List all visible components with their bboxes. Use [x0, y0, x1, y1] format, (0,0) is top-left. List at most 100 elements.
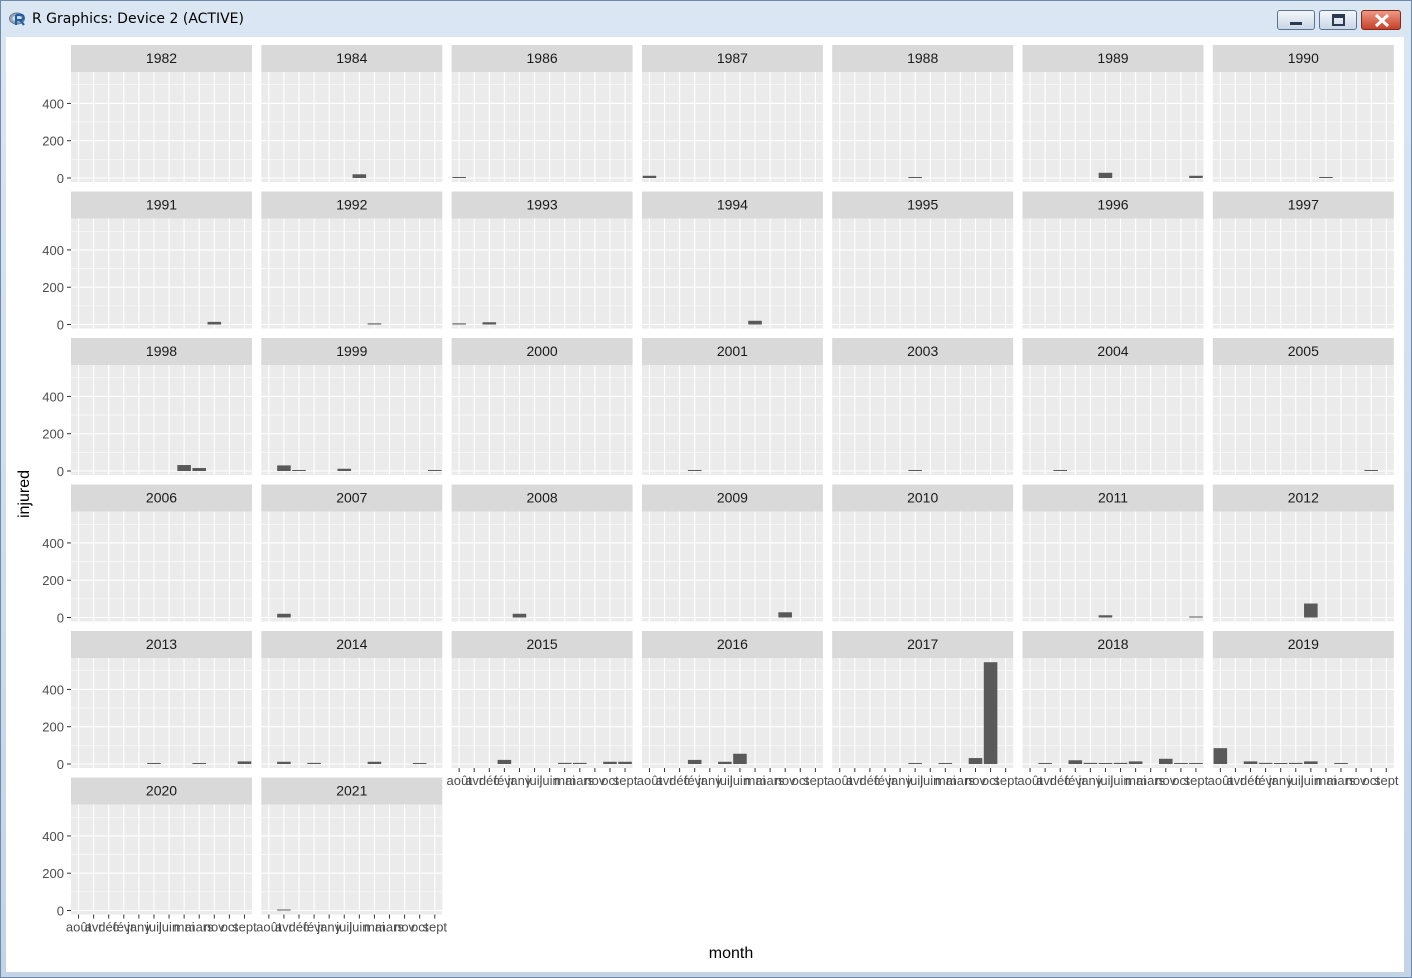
x-tick-label: avr — [85, 920, 104, 935]
facet-panel-1993: 1993 — [451, 191, 633, 329]
facet-panel-2020: 2020 0 200 400 aoûtavrdécfévrjanvjuiljuinmai… — [42, 777, 257, 935]
x-tick-label: mars — [375, 920, 404, 935]
bar-sept — [1189, 175, 1203, 178]
facet-strip-label: 2018 — [1097, 636, 1128, 652]
bar-août — [452, 323, 466, 325]
bar-janv — [1083, 762, 1098, 764]
bar-juil — [1098, 172, 1113, 178]
x-tick-label: mai — [364, 920, 385, 935]
facet-panel-2017: 2017 aoûtavrdécfévrjanvjuiljuinmaimarsnov… — [827, 631, 1018, 788]
x-tick-label: févr — [113, 920, 135, 935]
maximize-button[interactable] — [1319, 10, 1357, 30]
panel-background — [261, 218, 443, 329]
x-tick-label: nov — [1155, 773, 1176, 788]
bar-juil — [1098, 763, 1113, 764]
panel-background — [1212, 218, 1394, 329]
x-tick-label: janv — [1268, 773, 1293, 788]
x-tick-label: mai — [1315, 773, 1336, 788]
x-tick-label: févr — [1064, 773, 1086, 788]
x-tick-label: janv — [887, 773, 912, 788]
facet-strip — [1212, 631, 1394, 658]
bar-juil — [718, 761, 732, 764]
facet-panel-1986: 1986 — [451, 45, 633, 182]
bar-août — [642, 175, 657, 178]
panel-background — [451, 365, 633, 475]
facet-strip — [451, 484, 633, 512]
facet-strip — [71, 45, 252, 72]
facet-strip — [1212, 45, 1394, 72]
x-tick-label: janv — [1077, 773, 1102, 788]
facet-strip-label: 2016 — [717, 636, 748, 652]
y-tick-label: 200 — [42, 427, 64, 442]
x-tick-label: déc — [669, 773, 690, 788]
facet-strip-label: 1995 — [907, 197, 938, 213]
y-tick-label: 0 — [57, 757, 64, 772]
facet-panel-1998: 1998 0 200 400 — [42, 338, 252, 479]
y-axis-title: injured — [16, 470, 33, 518]
panel-background — [832, 511, 1014, 622]
panel-background — [641, 365, 823, 475]
x-tick-label: mai — [935, 773, 956, 788]
y-tick-label: 0 — [57, 611, 64, 626]
x-tick-label: mai — [554, 773, 575, 788]
bar-juil — [908, 470, 922, 471]
panel-background — [641, 511, 823, 622]
bar-mai — [367, 761, 382, 764]
title-bar[interactable]: R Graphics: Device 2 (ACTIVE) — [1, 1, 1411, 37]
panel-background — [71, 511, 252, 622]
facet-strip — [71, 191, 252, 219]
close-button[interactable] — [1361, 10, 1401, 30]
facet-strip — [1022, 338, 1204, 365]
x-tick-label: juin — [919, 773, 940, 788]
y-tick-label: 400 — [42, 536, 64, 551]
y-tick-label: 400 — [42, 243, 64, 258]
facet-strip-label: 1982 — [146, 50, 177, 66]
x-tick-label: nov — [775, 773, 796, 788]
bar-mai — [1128, 761, 1143, 764]
x-tick-label: oct — [792, 773, 810, 788]
facet-panel-1989: 1989 — [1022, 45, 1204, 182]
x-tick-label: juil — [145, 920, 162, 935]
bar-déc — [1053, 470, 1067, 471]
x-tick-label: sept — [232, 920, 257, 935]
facet-strip — [451, 631, 633, 658]
facet-strip — [641, 45, 823, 72]
x-axis-title: month — [709, 945, 753, 962]
x-tick-label: juin — [539, 773, 560, 788]
panel-background — [1022, 511, 1204, 622]
x-tick-label: juin — [1109, 773, 1130, 788]
facet-panel-1995: 1995 — [832, 191, 1014, 329]
r-logo-icon — [9, 12, 25, 26]
facet-panel-2008: 2008 — [451, 484, 633, 622]
facet-panel-2015: 2015 aoûtavrdécfévrjanvjuiljuinmaimarsnov… — [446, 631, 638, 788]
facet-strip — [71, 484, 252, 512]
facet-panel-1999: 1999 — [261, 338, 443, 475]
facet-strip — [451, 191, 633, 219]
facet-strip — [641, 191, 823, 219]
x-tick-label: avr — [275, 920, 294, 935]
panel-background — [641, 658, 823, 768]
x-tick-label: janv — [507, 773, 532, 788]
bar-avr — [277, 465, 291, 471]
facet-strip-label: 2003 — [907, 343, 938, 359]
facet-panel-2013: 2013 0 200 400 — [42, 631, 252, 772]
facet-strip — [261, 631, 443, 658]
x-tick-label: juil — [716, 773, 733, 788]
bar-janv — [512, 613, 527, 618]
facet-strip-label: 1989 — [1097, 50, 1128, 66]
facet-panel-2003: 2003 — [832, 338, 1014, 475]
close-icon — [1374, 13, 1390, 28]
facet-strip — [1022, 45, 1204, 72]
minimize-button[interactable] — [1277, 10, 1315, 30]
facet-panel-1996: 1996 — [1022, 191, 1204, 329]
x-tick-label: févr — [874, 773, 896, 788]
facet-panel-2014: 2014 — [261, 631, 443, 768]
facet-strip — [832, 484, 1014, 512]
panel-background — [71, 72, 252, 182]
facet-panel-2005: 2005 — [1212, 338, 1394, 475]
facet-panel-2011: 2011 — [1022, 484, 1204, 622]
facet-strip-label: 2008 — [527, 490, 558, 506]
bar-juin — [352, 174, 367, 178]
facet-strip-label: 2010 — [907, 490, 938, 506]
